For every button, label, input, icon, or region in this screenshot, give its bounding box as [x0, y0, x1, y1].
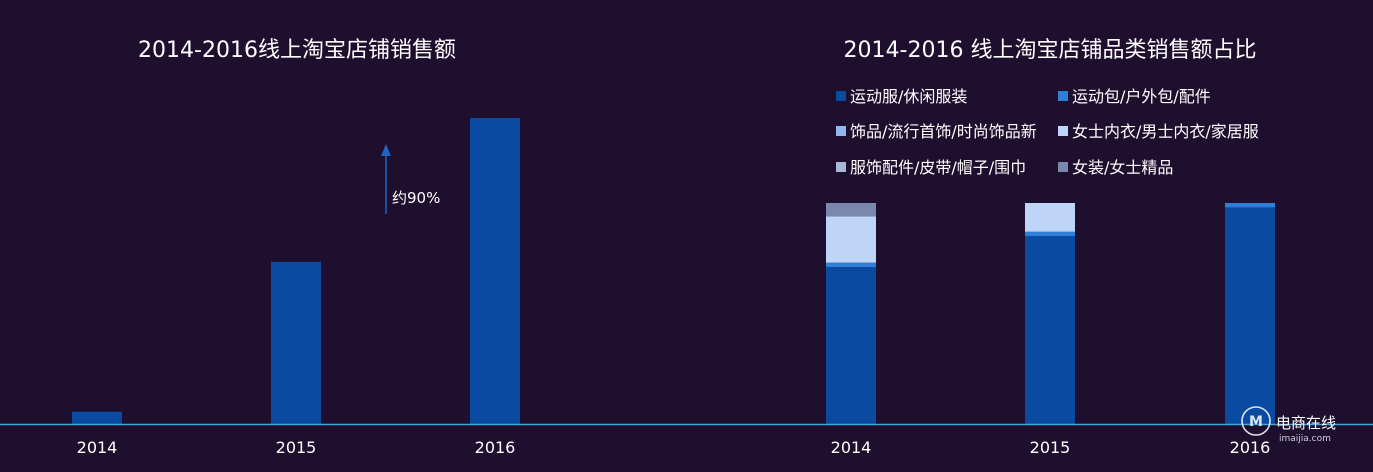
legend-item: 运动包/户外包/配件 [1058, 87, 1211, 106]
legend-swatch [836, 91, 846, 101]
legend-item: 女士内衣/男士内衣/家居服 [1058, 122, 1259, 141]
stack-segment-2014-3 [826, 216, 876, 263]
bar-2015 [271, 261, 321, 424]
legend-item: 运动服/休闲服装 [836, 87, 967, 106]
left-chart-title: 2014-2016线上淘宝店铺销售额 [138, 38, 456, 63]
legend-swatch [1058, 91, 1068, 101]
x-tick-label: 2016 [475, 438, 516, 457]
x-tick-label: 2014 [831, 438, 872, 457]
legend-swatch [1058, 126, 1068, 136]
stack-segment-2016-1 [1225, 203, 1275, 208]
growth-annotation: 约90% [381, 144, 440, 214]
x-tick-label: 2016 [1230, 438, 1271, 457]
stack-segment-2015-1 [1025, 231, 1075, 237]
stack-segment-2015-3 [1025, 203, 1075, 232]
legend-item: 饰品/流行首饰/时尚饰品新 [836, 122, 1037, 141]
bar-2016 [470, 118, 520, 424]
left-bars [72, 118, 520, 424]
legend-swatch [836, 162, 846, 172]
right-chart-title: 2014-2016 线上淘宝店铺品类销售额占比 [844, 38, 1257, 63]
watermark-logo-icon [1241, 406, 1271, 436]
watermark-name: 电商在线 [1276, 414, 1336, 432]
stack-segment-2014-1 [826, 262, 876, 268]
left-chart: 2014-2016线上淘宝店铺销售额 2014 2015 2016 约90% [72, 38, 520, 457]
legend-label: 女装/女士精品 [1072, 158, 1173, 177]
legend-item: 服饰配件/皮带/帽子/围巾 [836, 158, 1026, 177]
stack-segment-2015-0 [1025, 236, 1075, 424]
watermark: M 电商在线 imaijia.com [1241, 406, 1336, 444]
legend-label: 饰品/流行首饰/时尚饰品新 [850, 122, 1037, 141]
legend-swatch [836, 126, 846, 136]
stack-segment-2014-0 [826, 267, 876, 424]
watermark-url: imaijia.com [1279, 434, 1331, 444]
legend-label: 女士内衣/男士内衣/家居服 [1072, 122, 1259, 141]
up-arrow-icon [381, 144, 391, 156]
legend-label: 服饰配件/皮带/帽子/围巾 [850, 158, 1026, 177]
legend-label: 运动服/休闲服装 [850, 87, 967, 106]
x-tick-label: 2015 [1030, 438, 1071, 457]
bar-2014 [72, 411, 122, 424]
left-x-ticks: 2014 2015 2016 [77, 438, 516, 457]
x-tick-label: 2015 [276, 438, 317, 457]
watermark-logo-mark: M [1249, 414, 1263, 430]
x-tick-label: 2014 [77, 438, 118, 457]
right-bars [826, 203, 1275, 424]
legend-swatch [1058, 162, 1068, 172]
right-x-ticks: 2014 2015 2016 [831, 438, 1271, 457]
growth-label: 约90% [392, 189, 440, 207]
stack-segment-2016-0 [1225, 207, 1275, 424]
legend-label: 运动包/户外包/配件 [1072, 87, 1211, 106]
right-chart: 2014-2016 线上淘宝店铺品类销售额占比 运动服/休闲服装 运动包/户外包/… [826, 38, 1275, 457]
stack-segment-2014-5 [826, 203, 876, 217]
legend-item: 女装/女士精品 [1058, 158, 1173, 177]
